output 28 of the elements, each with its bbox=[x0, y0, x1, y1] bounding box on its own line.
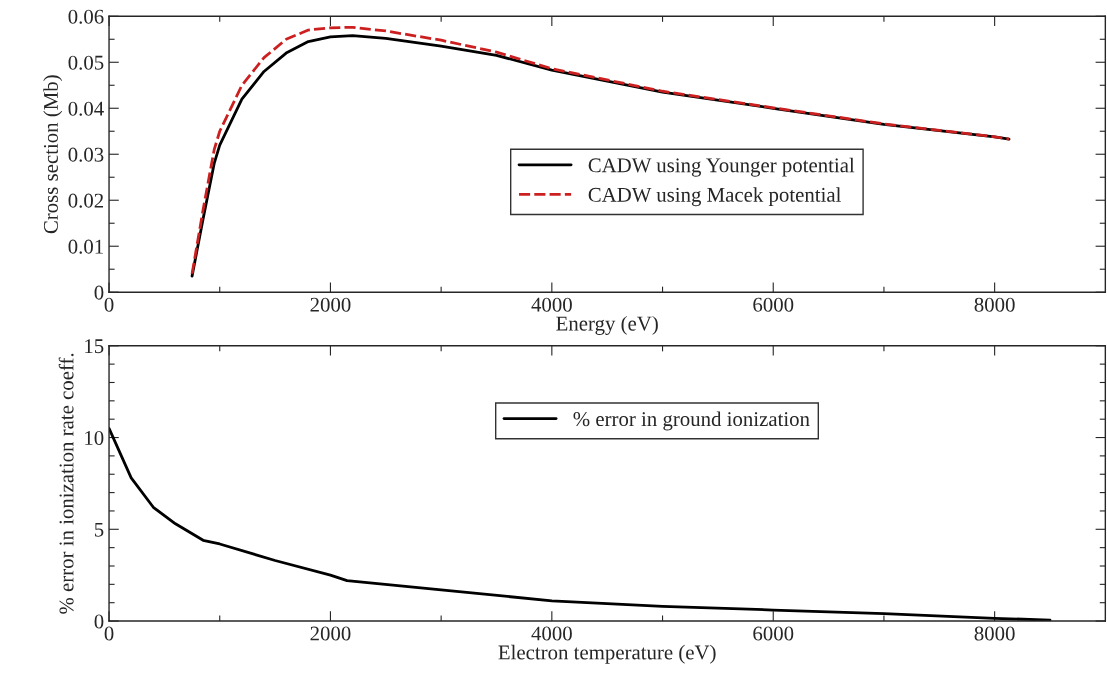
legend-label: CADW using Macek potential bbox=[588, 187, 841, 207]
x-tick-label: 8000 bbox=[974, 626, 1015, 641]
y-tick-label: 15 bbox=[85, 339, 104, 354]
y-tick-label: 0.03 bbox=[68, 147, 104, 162]
y-axis-title: Cross section (Mb) bbox=[43, 75, 63, 234]
x-tick-label: 0 bbox=[104, 626, 114, 641]
y-tick-label: 0 bbox=[94, 614, 104, 629]
x-tick-label: 2000 bbox=[310, 626, 351, 641]
y-axis-title: % error in ionization rate coeff. bbox=[58, 353, 74, 614]
x-tick-label: 4000 bbox=[531, 626, 572, 641]
x-tick-label: 0 bbox=[104, 297, 114, 312]
x-tick-label: 6000 bbox=[753, 626, 794, 641]
y-tick-label: 0.06 bbox=[68, 9, 104, 24]
legend-label: % error in ground ionization bbox=[573, 411, 810, 431]
x-tick-label: 2000 bbox=[310, 297, 351, 312]
y-tick-label: 0 bbox=[94, 285, 104, 300]
legend-label: CADW using Younger potential bbox=[588, 157, 855, 177]
y-tick-label: 0.05 bbox=[68, 55, 104, 70]
y-tick-label: 5 bbox=[94, 522, 104, 537]
x-tick-label: 6000 bbox=[753, 297, 794, 312]
x-axis-title: Energy (eV) bbox=[556, 315, 658, 335]
y-tick-label: 0.02 bbox=[68, 193, 104, 208]
x-tick-label: 4000 bbox=[531, 297, 572, 312]
y-tick-label: 0.01 bbox=[68, 239, 103, 254]
y-tick-label: 0.04 bbox=[68, 101, 104, 116]
x-tick-label: 8000 bbox=[974, 297, 1015, 312]
x-axis-title: Electron temperature (eV) bbox=[498, 644, 716, 664]
y-tick-label: 10 bbox=[85, 430, 104, 445]
